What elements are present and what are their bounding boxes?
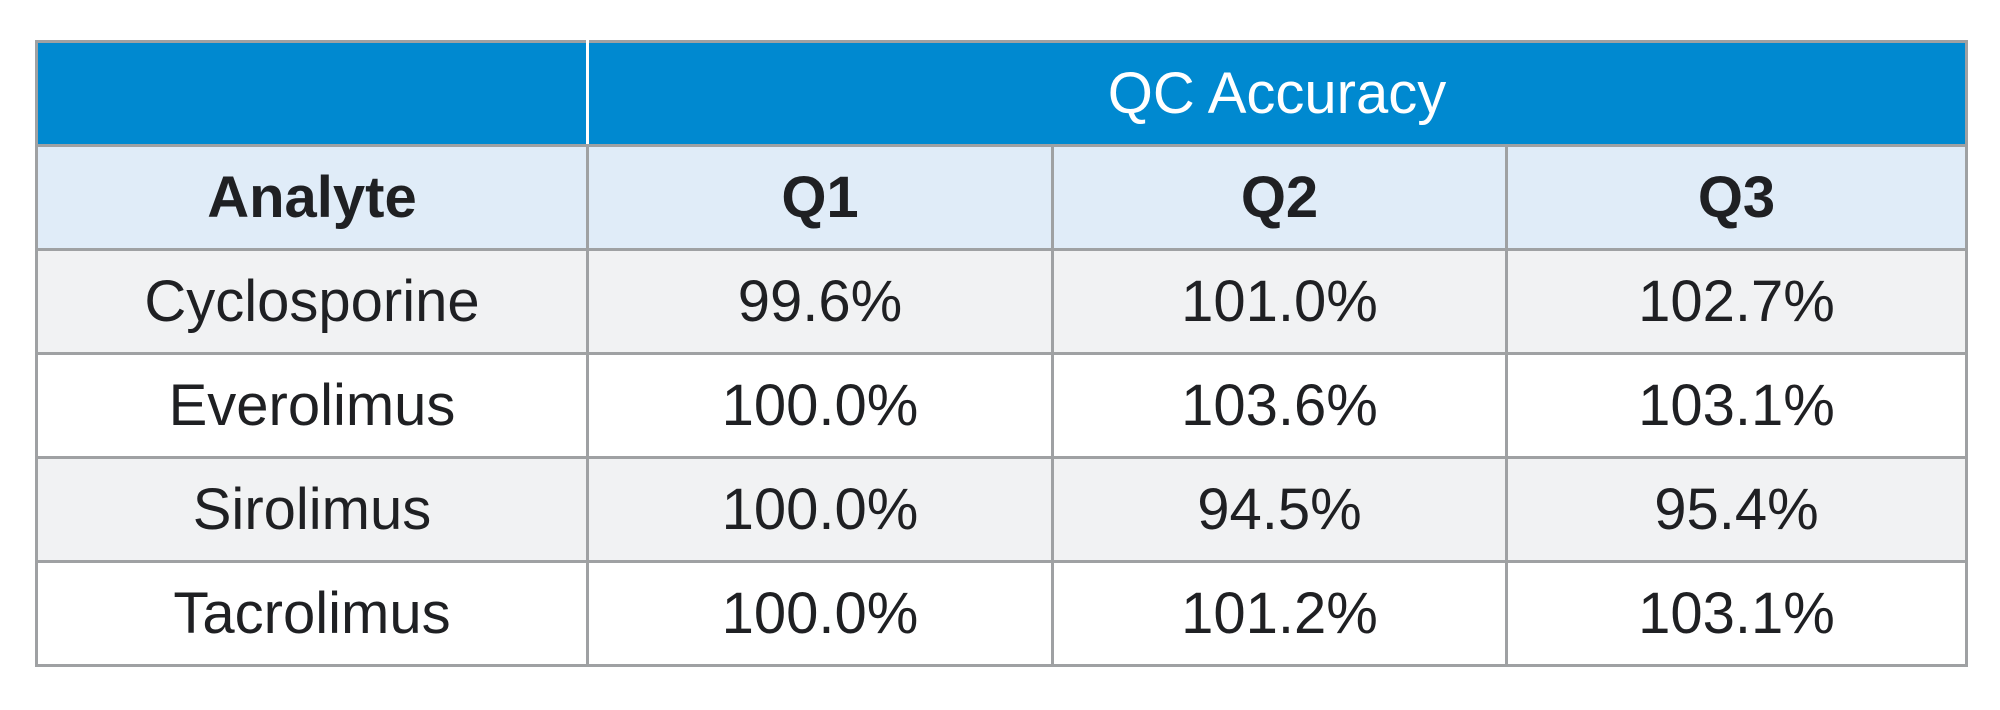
table-row: Cyclosporine 99.6% 101.0% 102.7% xyxy=(35,248,1968,355)
cell-q2: 103.6% xyxy=(1051,352,1508,459)
cell-q1: 100.0% xyxy=(586,352,1054,459)
cell-q1: 99.6% xyxy=(586,248,1054,355)
table-row: Everolimus 100.0% 103.6% 103.1% xyxy=(35,352,1968,459)
column-header-row: Analyte Q1 Q2 Q3 xyxy=(35,144,1968,251)
cell-analyte: Sirolimus xyxy=(35,456,589,563)
column-header-analyte: Analyte xyxy=(35,144,589,251)
cell-analyte: Tacrolimus xyxy=(35,560,589,667)
group-header-qc-accuracy: QC Accuracy xyxy=(586,40,1968,147)
column-header-q1: Q1 xyxy=(586,144,1054,251)
column-header-q3: Q3 xyxy=(1505,144,1968,251)
cell-q1: 100.0% xyxy=(586,560,1054,667)
table-row: Tacrolimus 100.0% 101.2% 103.1% xyxy=(35,560,1968,667)
cell-q3: 103.1% xyxy=(1505,352,1968,459)
cell-q3: 95.4% xyxy=(1505,456,1968,563)
cell-q2: 101.0% xyxy=(1051,248,1508,355)
cell-q3: 103.1% xyxy=(1505,560,1968,667)
cell-analyte: Everolimus xyxy=(35,352,589,459)
cell-analyte: Cyclosporine xyxy=(35,248,589,355)
cell-q2: 94.5% xyxy=(1051,456,1508,563)
qc-accuracy-table: QC Accuracy Analyte Q1 Q2 Q3 Cyclosporin… xyxy=(35,40,1968,667)
group-header-row: QC Accuracy xyxy=(35,40,1968,147)
cell-q1: 100.0% xyxy=(586,456,1054,563)
column-header-q2: Q2 xyxy=(1051,144,1508,251)
table-row: Sirolimus 100.0% 94.5% 95.4% xyxy=(35,456,1968,563)
cell-q3: 102.7% xyxy=(1505,248,1968,355)
cell-q2: 101.2% xyxy=(1051,560,1508,667)
group-header-blank-cell xyxy=(35,40,589,147)
